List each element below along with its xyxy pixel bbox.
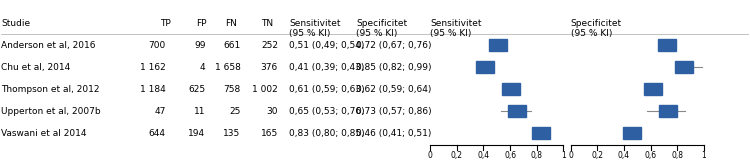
Text: 661: 661 — [224, 41, 241, 50]
Text: 0,4: 0,4 — [618, 151, 630, 160]
Text: Specificitet
(95 % KI): Specificitet (95 % KI) — [356, 19, 407, 38]
Text: 0,8: 0,8 — [531, 151, 543, 160]
Text: 0,51 (0,49; 0,54): 0,51 (0,49; 0,54) — [289, 41, 364, 50]
Text: Studie: Studie — [2, 19, 31, 28]
FancyBboxPatch shape — [658, 39, 676, 52]
Text: 1 162: 1 162 — [140, 63, 166, 72]
Text: Upperton et al, 2007b: Upperton et al, 2007b — [2, 107, 101, 116]
Text: TP: TP — [160, 19, 171, 28]
Text: Anderson et al, 2016: Anderson et al, 2016 — [2, 41, 96, 50]
FancyBboxPatch shape — [675, 61, 693, 73]
Text: 0: 0 — [427, 151, 433, 160]
Text: 700: 700 — [148, 41, 166, 50]
Text: Vaswani et al 2014: Vaswani et al 2014 — [2, 129, 87, 138]
Text: 252: 252 — [261, 41, 278, 50]
Text: TN: TN — [260, 19, 273, 28]
FancyBboxPatch shape — [532, 127, 550, 139]
Text: 47: 47 — [154, 107, 166, 116]
Text: 0,41 (0,39; 0,43): 0,41 (0,39; 0,43) — [289, 63, 364, 72]
FancyBboxPatch shape — [644, 83, 662, 95]
FancyBboxPatch shape — [659, 105, 676, 117]
Text: 0,2: 0,2 — [591, 151, 603, 160]
Text: FP: FP — [196, 19, 207, 28]
Text: 376: 376 — [260, 63, 278, 72]
Text: 30: 30 — [266, 107, 278, 116]
Text: 135: 135 — [224, 129, 241, 138]
Text: 0,6: 0,6 — [644, 151, 657, 160]
Text: 0,46 (0,41; 0,51): 0,46 (0,41; 0,51) — [356, 129, 432, 138]
Text: 1 184: 1 184 — [140, 85, 166, 94]
FancyBboxPatch shape — [476, 61, 494, 73]
Text: 0,6: 0,6 — [504, 151, 516, 160]
Text: 0,62 (0,59; 0,64): 0,62 (0,59; 0,64) — [356, 85, 432, 94]
Text: 4: 4 — [200, 63, 206, 72]
Text: 1: 1 — [561, 151, 566, 160]
Text: 194: 194 — [188, 129, 206, 138]
Text: 0,73 (0,57; 0,86): 0,73 (0,57; 0,86) — [356, 107, 432, 116]
Text: 0,85 (0,82; 0,99): 0,85 (0,82; 0,99) — [356, 63, 432, 72]
Text: 99: 99 — [194, 41, 206, 50]
FancyBboxPatch shape — [623, 127, 641, 139]
Text: 644: 644 — [148, 129, 166, 138]
Text: 758: 758 — [224, 85, 241, 94]
Text: 165: 165 — [260, 129, 278, 138]
FancyBboxPatch shape — [508, 105, 526, 117]
FancyBboxPatch shape — [503, 83, 520, 95]
Text: 0,61 (0,59; 0,63): 0,61 (0,59; 0,63) — [289, 85, 364, 94]
Text: 11: 11 — [194, 107, 206, 116]
Text: Sensitivitet
(95 % KI): Sensitivitet (95 % KI) — [430, 19, 482, 38]
Text: 0,65 (0,53; 0,76): 0,65 (0,53; 0,76) — [289, 107, 364, 116]
FancyBboxPatch shape — [489, 39, 507, 52]
Text: 0,8: 0,8 — [671, 151, 683, 160]
Text: Thompson et al, 2012: Thompson et al, 2012 — [2, 85, 100, 94]
Text: FN: FN — [226, 19, 238, 28]
Text: 1: 1 — [701, 151, 706, 160]
Text: 1 658: 1 658 — [214, 63, 241, 72]
Text: 0: 0 — [568, 151, 573, 160]
Text: 1 002: 1 002 — [252, 85, 278, 94]
Text: Chu et al, 2014: Chu et al, 2014 — [2, 63, 70, 72]
Text: Sensitivitet
(95 % KI): Sensitivitet (95 % KI) — [289, 19, 340, 38]
Text: 0,4: 0,4 — [478, 151, 490, 160]
Text: 0,72 (0,67; 0,76): 0,72 (0,67; 0,76) — [356, 41, 432, 50]
Text: 625: 625 — [188, 85, 206, 94]
Text: 25: 25 — [229, 107, 241, 116]
Text: 0,83 (0,80; 0,85): 0,83 (0,80; 0,85) — [289, 129, 364, 138]
Text: Specificitet
(95 % KI): Specificitet (95 % KI) — [571, 19, 622, 38]
Text: 0,2: 0,2 — [451, 151, 463, 160]
